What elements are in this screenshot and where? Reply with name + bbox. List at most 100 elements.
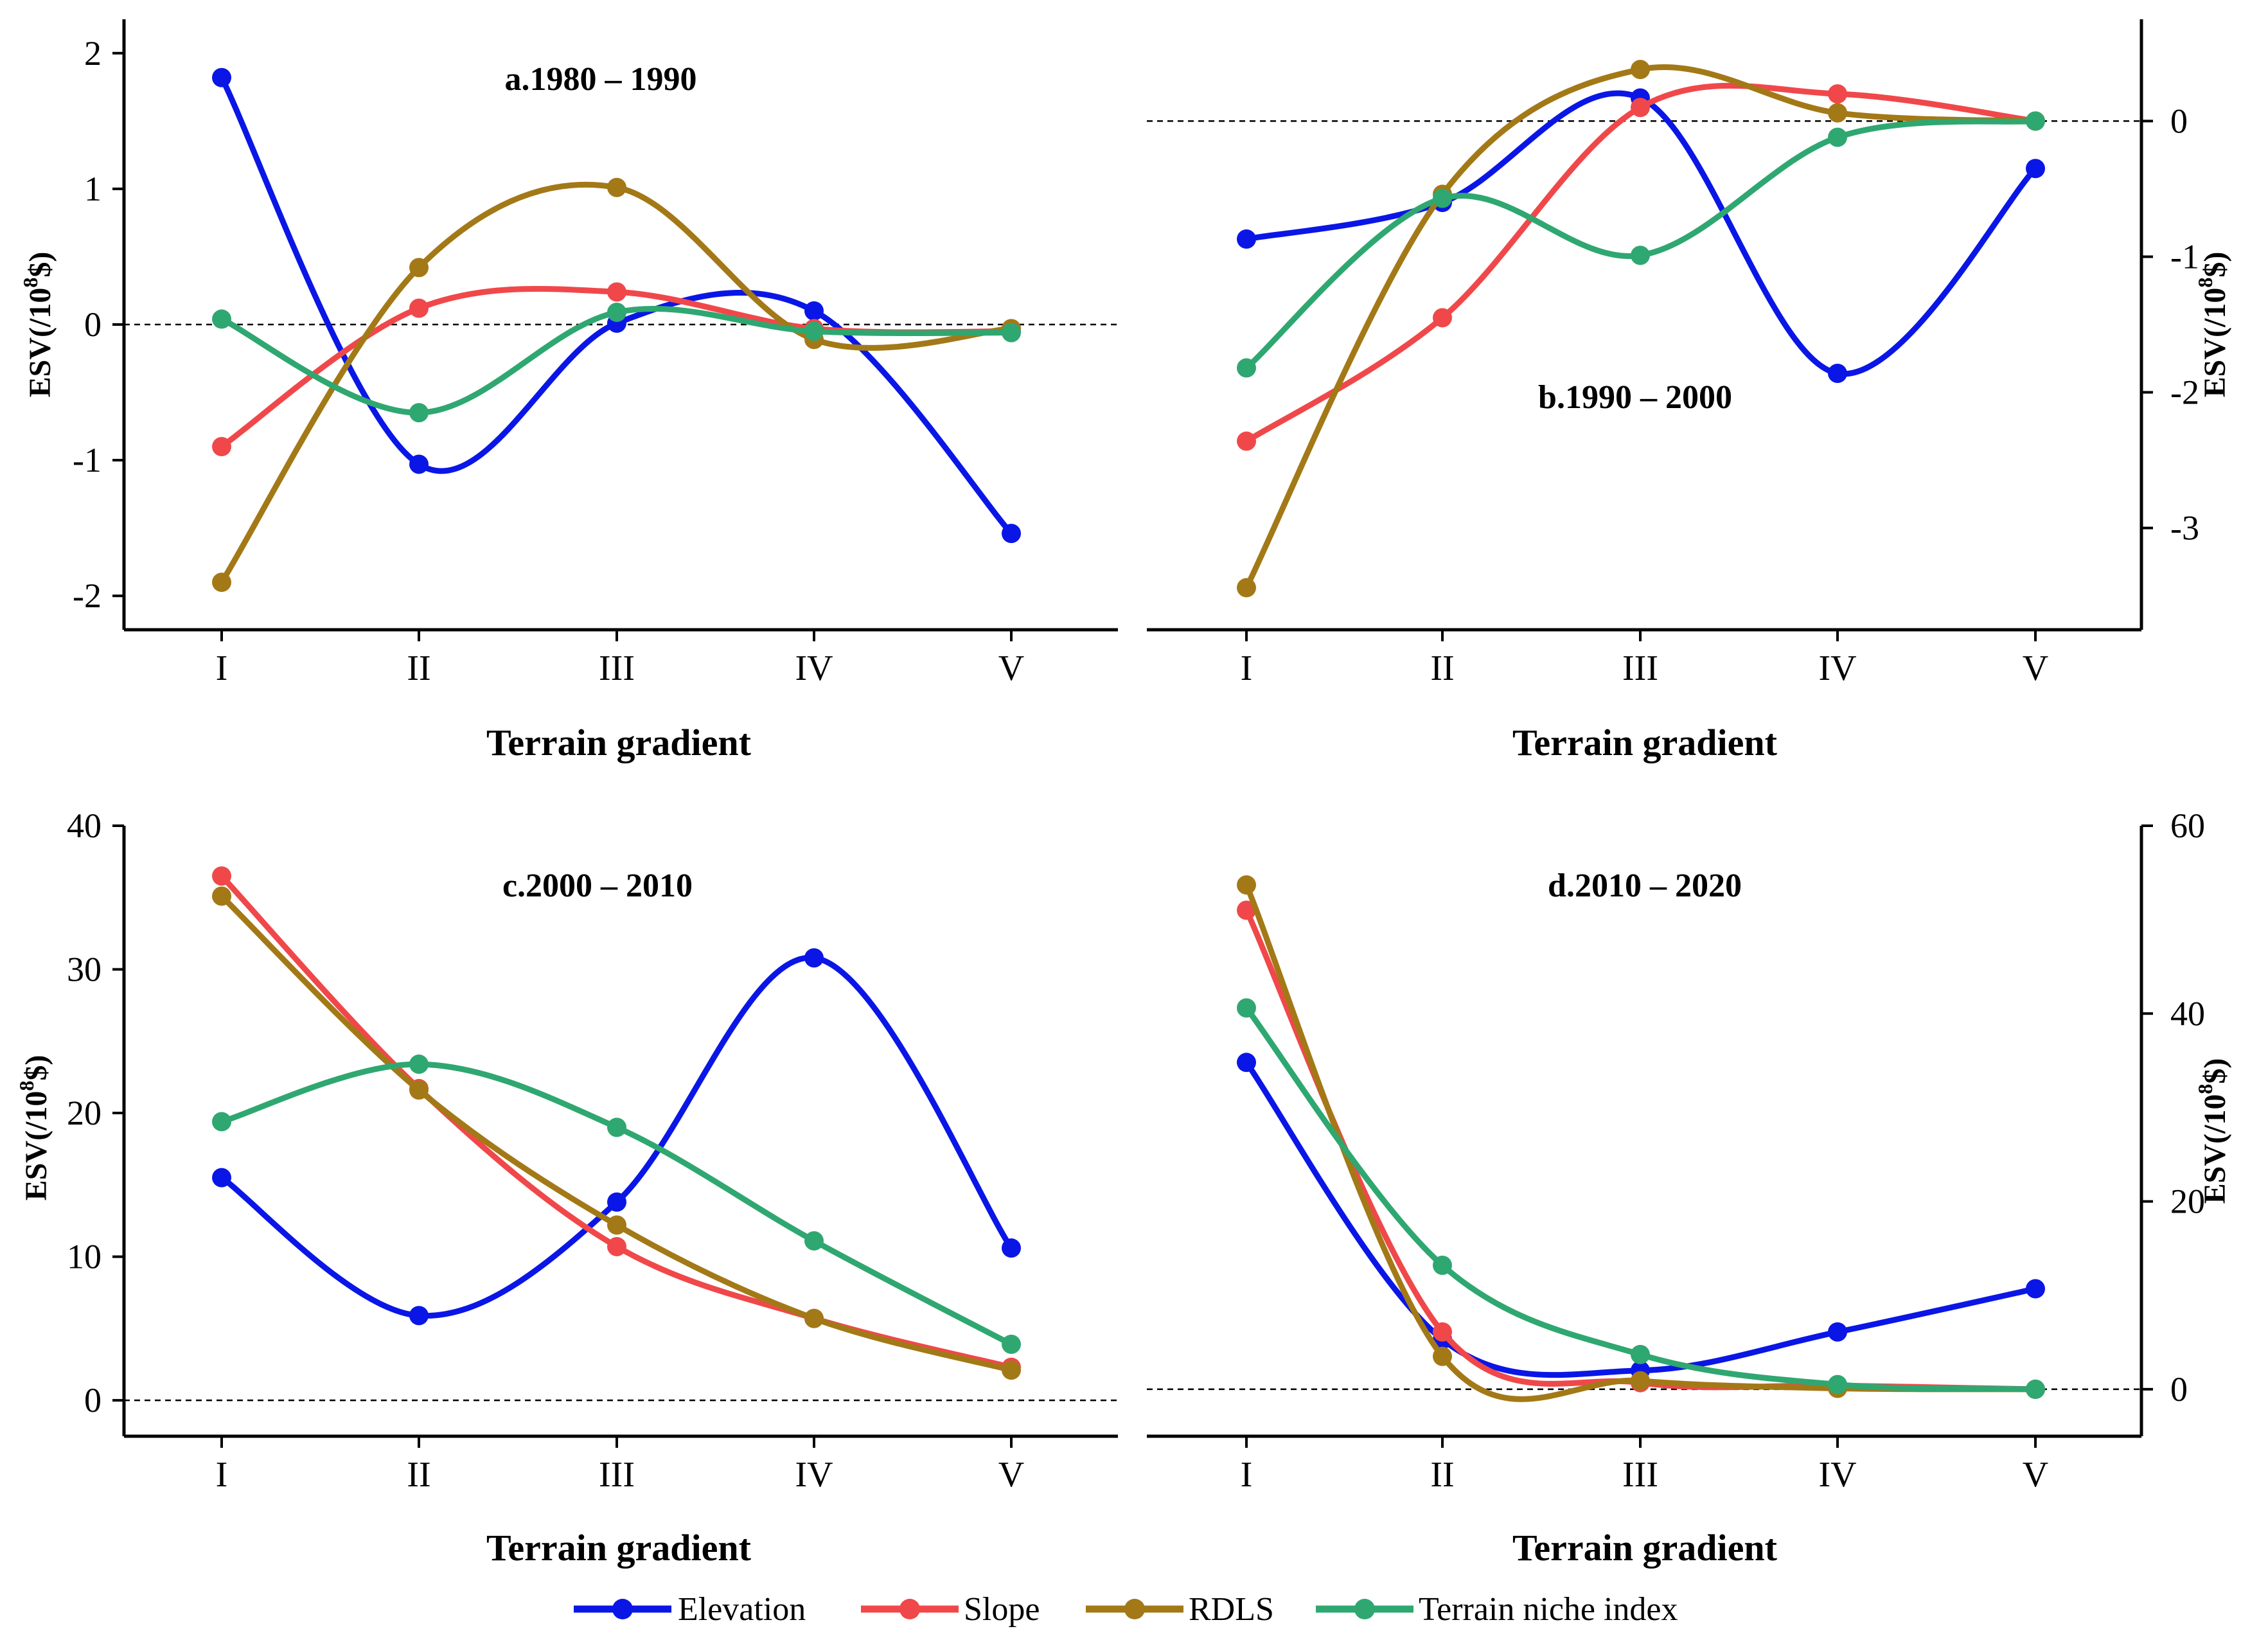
series-line-elevation: [218, 75, 1014, 537]
x-tick-label: I: [1241, 648, 1253, 688]
data-point-rdls-III: [1631, 1371, 1650, 1391]
chart-title: d.2010 – 2020: [1548, 868, 1742, 904]
data-point-rdls-II: [409, 258, 429, 278]
data-point-rdls-III: [607, 177, 626, 197]
legend-label: Terrain niche index: [1419, 1591, 1678, 1628]
y-axis-title: ESV(/108$): [2193, 252, 2232, 398]
legend-label: RDLS: [1189, 1591, 1274, 1628]
legend-label: Slope: [964, 1591, 1040, 1628]
data-point-slope-I: [212, 437, 231, 456]
x-tick-label: V: [2023, 1455, 2048, 1495]
svg-text:ESV(/108$): ESV(/108$): [2193, 252, 2232, 398]
legend-label: Elevation: [678, 1591, 806, 1628]
x-axis-title: Terrain gradient: [1512, 1527, 1778, 1569]
chart-title: c.2000 – 2010: [502, 868, 693, 904]
panel-b: -3-2-10I II III IV V b.1990 – 2000 Terrain g…: [1147, 19, 2232, 763]
data-point-elevation-II: [409, 454, 429, 474]
legend-marker: [612, 1599, 633, 1619]
y-tick-label: -1: [2170, 237, 2199, 276]
data-point-rdls-III: [607, 1215, 626, 1235]
x-tick-label: V: [998, 648, 1024, 688]
x-tick-label: III: [599, 648, 635, 688]
data-point-terrain-niche-index-I: [212, 1112, 231, 1132]
data-point-elevation-IV: [804, 948, 824, 968]
y-tick-label: 40: [67, 806, 102, 845]
data-point-terrain-niche-index-IV: [804, 321, 824, 341]
data-point-rdls-II: [1433, 1346, 1452, 1366]
data-point-terrain-niche-index-I: [212, 309, 231, 329]
data-point-terrain-niche-index-II: [409, 1055, 429, 1074]
legend-item-elevation: Elevation: [574, 1591, 806, 1628]
x-tick-label: III: [1622, 648, 1658, 688]
chart-title: a.1980 – 1990: [505, 61, 697, 98]
data-point-slope-III: [1631, 98, 1650, 118]
y-tick-label: 10: [67, 1238, 102, 1276]
data-point-slope-I: [1237, 431, 1256, 451]
y-tick-label: -3: [2170, 509, 2199, 547]
data-point-rdls-I: [1237, 875, 1256, 895]
y-tick-label: 20: [2170, 1182, 2205, 1221]
x-tick-label: II: [1430, 1455, 1454, 1495]
x-axis-title: Terrain gradient: [486, 1527, 752, 1569]
x-tick-label: II: [407, 648, 430, 688]
data-point-elevation-IV: [804, 301, 824, 321]
y-axis-title: ESV(/108$): [15, 1055, 53, 1201]
series-line-elevation: [1243, 1059, 2039, 1378]
x-tick-label: V: [998, 1455, 1024, 1495]
data-point-terrain-niche-index-IV: [1828, 1375, 1847, 1394]
y-tick-label: 60: [2170, 806, 2205, 845]
x-tick-label: I: [216, 648, 228, 688]
series-line-rdls: [218, 181, 1014, 585]
x-tick-label: IV: [795, 648, 833, 688]
data-point-terrain-niche-index-III: [607, 303, 626, 322]
svg-text:ESV(/108$): ESV(/108$): [19, 252, 57, 398]
data-point-slope-III: [607, 282, 626, 302]
data-point-elevation-IV: [1828, 364, 1847, 383]
data-point-elevation-V: [1002, 524, 1021, 544]
data-point-slope-II: [409, 298, 429, 318]
y-tick-label: -2: [2170, 373, 2199, 412]
data-point-rdls-IV: [1828, 103, 1847, 123]
data-point-terrain-niche-index-V: [1002, 323, 1021, 343]
legend-marker: [899, 1599, 920, 1619]
y-axis-title: ESV(/108$): [19, 252, 57, 398]
legend-marker: [1124, 1599, 1145, 1619]
data-point-rdls-III: [1631, 60, 1650, 80]
data-point-slope-I: [212, 866, 231, 886]
data-point-elevation-I: [1237, 1053, 1256, 1073]
x-tick-label: IV: [795, 1455, 833, 1495]
data-point-slope-IV: [1828, 84, 1847, 104]
data-point-terrain-niche-index-V: [2026, 111, 2045, 131]
data-point-terrain-niche-index-I: [1237, 358, 1256, 378]
data-point-terrain-niche-index-I: [1237, 998, 1256, 1018]
y-tick-label: 0: [2170, 1370, 2188, 1409]
chart-title: b.1990 – 2000: [1538, 379, 1732, 416]
svg-text:ESV(/108$): ESV(/108$): [2193, 1058, 2232, 1204]
data-point-terrain-niche-index-III: [607, 1117, 626, 1137]
data-point-elevation-IV: [1828, 1322, 1847, 1342]
x-tick-label: II: [407, 1455, 430, 1495]
y-tick-label: 40: [2170, 994, 2205, 1033]
x-axis-title: Terrain gradient: [1512, 722, 1778, 763]
y-tick-label: 0: [2170, 102, 2188, 140]
data-point-elevation-V: [2026, 1279, 2045, 1299]
legend-marker: [1354, 1599, 1375, 1619]
data-point-slope-I: [1237, 900, 1256, 920]
data-point-elevation-I: [212, 1168, 231, 1188]
data-point-terrain-niche-index-V: [2026, 1379, 2045, 1399]
series-line-rdls: [218, 893, 1014, 1373]
legend-item-slope: Slope: [861, 1591, 1040, 1628]
data-point-slope-II: [1433, 1322, 1452, 1342]
x-tick-label: IV: [1818, 1455, 1856, 1495]
data-point-rdls-I: [1237, 578, 1256, 598]
x-tick-label: I: [1241, 1455, 1253, 1495]
data-point-elevation-I: [1237, 229, 1256, 249]
x-axis-title: Terrain gradient: [486, 722, 752, 763]
data-point-elevation-III: [607, 1192, 626, 1212]
data-point-elevation-V: [1002, 1238, 1021, 1258]
legend: Elevation Slope RDLS Terrain niche index: [574, 1591, 1678, 1628]
